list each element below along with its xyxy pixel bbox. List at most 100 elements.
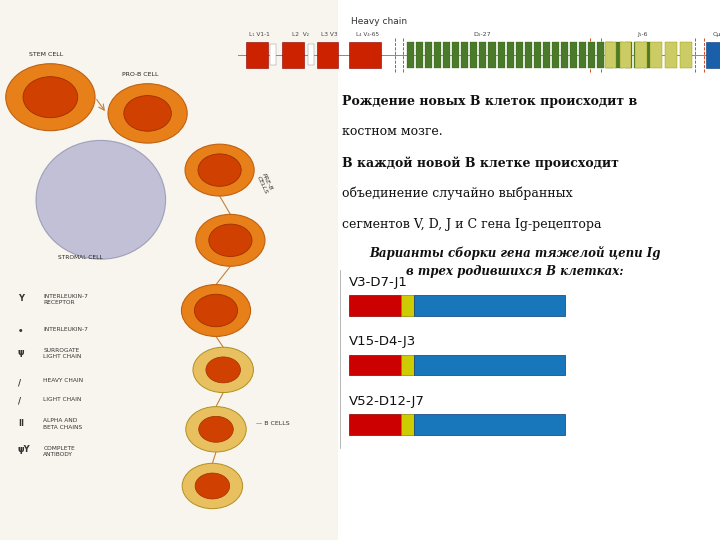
Bar [349,295,401,316]
Text: COMPLETE
ANTIBODY: COMPLETE ANTIBODY [43,446,75,457]
Bar [401,295,414,316]
Bar [525,42,532,68]
Bar [282,42,304,68]
Circle shape [182,463,243,509]
Bar [434,42,441,68]
Bar [665,42,677,68]
Bar [579,42,586,68]
Bar [598,42,604,68]
Text: /: / [18,378,21,387]
Text: STROMAL CELL: STROMAL CELL [58,255,102,260]
Bar [616,42,623,68]
Circle shape [185,144,254,196]
Text: Cμ: Cμ [713,32,720,37]
Text: Варианты сборки гена тяжелой цепи Ig
в трех родившихся В клетках:: Варианты сборки гена тяжелой цепи Ig в т… [369,246,660,278]
Text: INTERLEUKIN-7: INTERLEUKIN-7 [43,327,88,332]
Bar [570,42,577,68]
Circle shape [186,407,246,452]
Bar [470,42,477,68]
Circle shape [206,357,240,383]
Text: •: • [18,327,24,336]
Bar [401,414,414,435]
Bar [349,42,381,68]
Text: PRE-B
CELLS: PRE-B CELLS [256,173,274,194]
Text: Heavy chain: Heavy chain [351,17,407,26]
Bar [488,42,495,68]
Bar [561,42,568,68]
Text: SURROGATE
LIGHT CHAIN: SURROGATE LIGHT CHAIN [43,348,81,360]
Bar [534,42,541,68]
Bar [605,42,616,68]
Bar [480,42,487,68]
Text: II: II [18,418,24,428]
Bar [349,355,401,375]
Circle shape [6,64,95,131]
Circle shape [23,77,78,118]
Text: LIGHT CHAIN: LIGHT CHAIN [43,397,81,402]
Text: L2  V₂: L2 V₂ [292,32,310,37]
Circle shape [209,224,252,256]
Text: J₁-6: J₁-6 [638,32,648,37]
Text: сегментов V, D, J и С гена Ig-рецептора: сегментов V, D, J и С гена Ig-рецептора [342,218,601,231]
Bar [552,42,559,68]
Bar [416,42,423,68]
Bar [349,414,401,435]
Text: L₁ V1-1: L₁ V1-1 [249,32,269,37]
Bar [401,355,414,375]
Circle shape [196,214,265,266]
Bar [317,42,338,68]
Text: ALPHA AND
BETA CHAINS: ALPHA AND BETA CHAINS [43,418,83,430]
Bar [425,42,432,68]
Bar [624,42,631,68]
Bar [543,42,550,68]
Bar [414,295,565,316]
Bar [498,42,505,68]
Text: — B CELLS: — B CELLS [256,421,289,427]
Bar [414,355,565,375]
Bar [246,42,268,68]
Text: /: / [18,397,21,406]
Text: костном мозге.: костном мозге. [342,125,443,138]
Circle shape [108,84,187,143]
Bar [620,42,631,68]
Bar [588,42,595,68]
Text: V52-D12-J7: V52-D12-J7 [349,395,425,408]
Bar [462,42,468,68]
Circle shape [194,294,238,327]
Bar [680,42,692,68]
Bar [606,42,613,68]
Text: Рождение новых В клеток происходит в: Рождение новых В клеток происходит в [342,94,637,107]
Circle shape [199,416,233,442]
Bar [706,42,720,68]
Circle shape [181,285,251,336]
Text: INTERLEUKIN-7
RECEPTOR: INTERLEUKIN-7 RECEPTOR [43,294,88,306]
Bar [414,414,565,435]
Bar [0,0,338,540]
Text: PRO-B CELL: PRO-B CELL [122,72,159,77]
Text: V3-D7-J1: V3-D7-J1 [349,276,408,289]
Bar [507,42,513,68]
Circle shape [124,96,171,131]
Bar [635,42,647,68]
Bar [650,42,662,68]
Text: ψY: ψY [18,446,31,455]
Circle shape [195,473,230,499]
Text: D₁-27: D₁-27 [474,32,491,37]
Bar [643,42,649,68]
Bar [308,44,314,65]
Text: L3 V3: L3 V3 [321,32,338,37]
Bar [443,42,450,68]
Text: L₄ V₄-65: L₄ V₄-65 [356,32,379,37]
Text: STEM CELL: STEM CELL [29,52,63,57]
Bar [516,42,523,68]
Bar [407,42,414,68]
Circle shape [193,347,253,393]
Text: ψ: ψ [18,348,24,357]
Text: объединение случайно выбранных: объединение случайно выбранных [342,187,572,200]
Bar [452,42,459,68]
Circle shape [198,154,241,186]
Text: Y: Y [18,294,24,303]
Text: В каждой новой В клетке происходит: В каждой новой В клетке происходит [342,156,619,170]
Text: HEAVY CHAIN: HEAVY CHAIN [43,378,84,383]
Bar [270,44,276,65]
